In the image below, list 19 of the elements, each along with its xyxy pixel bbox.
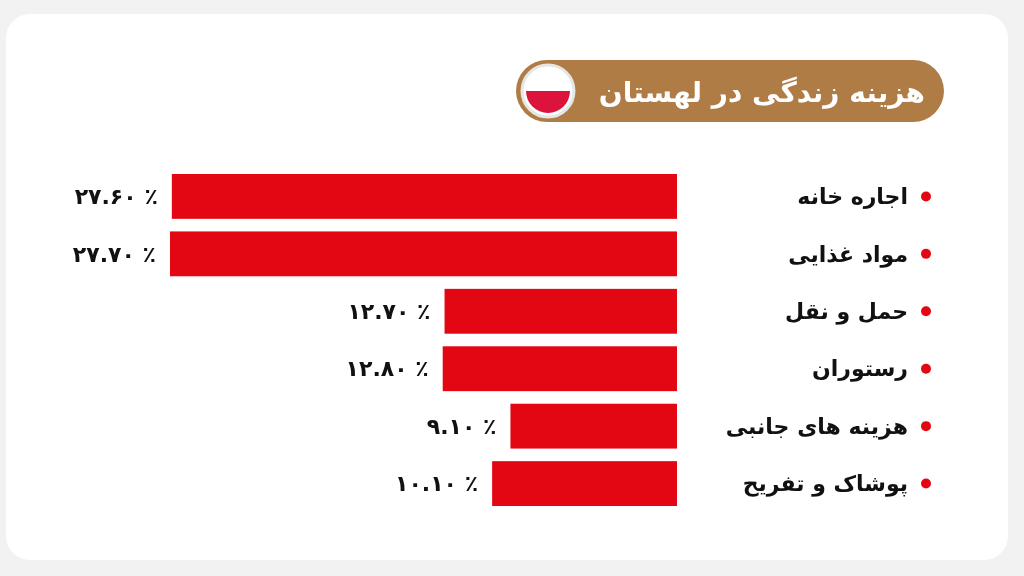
data-label: ٪ ۱۰.۱۰ [394, 471, 479, 497]
data-label: ٪ ۲۷.۷۰ [72, 241, 156, 267]
bar [492, 461, 677, 506]
data-label: ٪ ۹.۱۰ [426, 413, 497, 439]
bar [442, 346, 677, 392]
y-tick-label: پوشاک و تفریح [742, 471, 908, 498]
bar [510, 403, 677, 449]
data-label: ٪ ۲۷.۶۰ [74, 184, 158, 210]
y-tick-label: حمل و نقل [785, 298, 908, 325]
y-tick-label: مواد غذایی [788, 241, 908, 268]
data-label: ٪ ۱۲.۷۰ [347, 298, 431, 324]
y-tick-label: اجاره خانه [797, 184, 908, 210]
y-tick-label: رستوران [811, 356, 908, 383]
y-tick-label: هزینه های جانبی [725, 413, 908, 440]
text: هزینه زندگی در لهستان [598, 75, 925, 109]
bar [171, 174, 677, 219]
data-label: ٪ ۱۲.۸۰ [345, 356, 429, 382]
bar [444, 288, 677, 334]
bar [170, 231, 677, 277]
